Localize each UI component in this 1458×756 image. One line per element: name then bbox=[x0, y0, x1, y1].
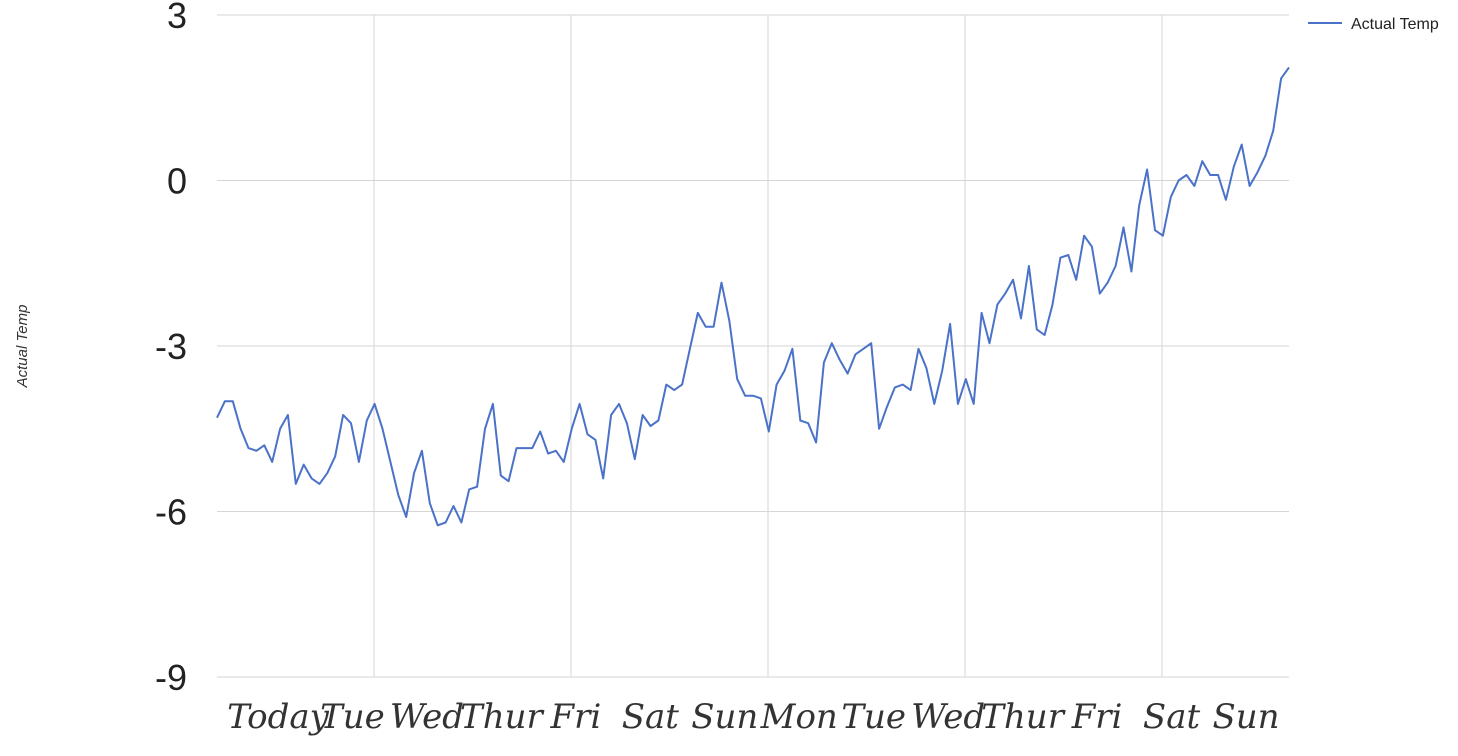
y-axis-label: Actual Temp bbox=[14, 305, 31, 389]
x-tick-label: Wed bbox=[390, 697, 464, 737]
y-tick-labels: 3 0 -3 -6 -9 bbox=[155, 0, 187, 698]
x-tick-label: Today bbox=[227, 697, 330, 737]
x-tick-label: Sat bbox=[1143, 697, 1201, 737]
series-lines bbox=[216, 66, 1290, 527]
y-tick-label: 3 bbox=[167, 0, 187, 36]
x-tick-label: Mon bbox=[760, 697, 838, 737]
y-tick-label: 0 bbox=[167, 161, 187, 202]
x-tick-label: Thur bbox=[981, 697, 1065, 737]
y-tick-label: -9 bbox=[155, 657, 187, 698]
x-tick-label: Fri bbox=[549, 697, 601, 737]
x-tick-label: Sun bbox=[691, 697, 758, 737]
x-tick-label: Fri bbox=[1071, 697, 1123, 737]
x-tick-label: Wed bbox=[911, 697, 985, 737]
x-tick-label: Sat bbox=[622, 697, 680, 737]
series-line bbox=[216, 66, 1290, 527]
y-tick-label: -6 bbox=[155, 492, 187, 533]
x-tick-label: Tue bbox=[320, 697, 385, 737]
grid-lines bbox=[217, 14, 1289, 678]
y-tick-label: -3 bbox=[155, 326, 187, 367]
x-tick-label: Sun bbox=[1212, 697, 1279, 737]
x-tick-label: Thur bbox=[460, 697, 544, 737]
legend-label: Actual Temp bbox=[1351, 16, 1439, 33]
legend: Actual Temp bbox=[1308, 16, 1439, 33]
x-tick-label: Tue bbox=[841, 697, 906, 737]
